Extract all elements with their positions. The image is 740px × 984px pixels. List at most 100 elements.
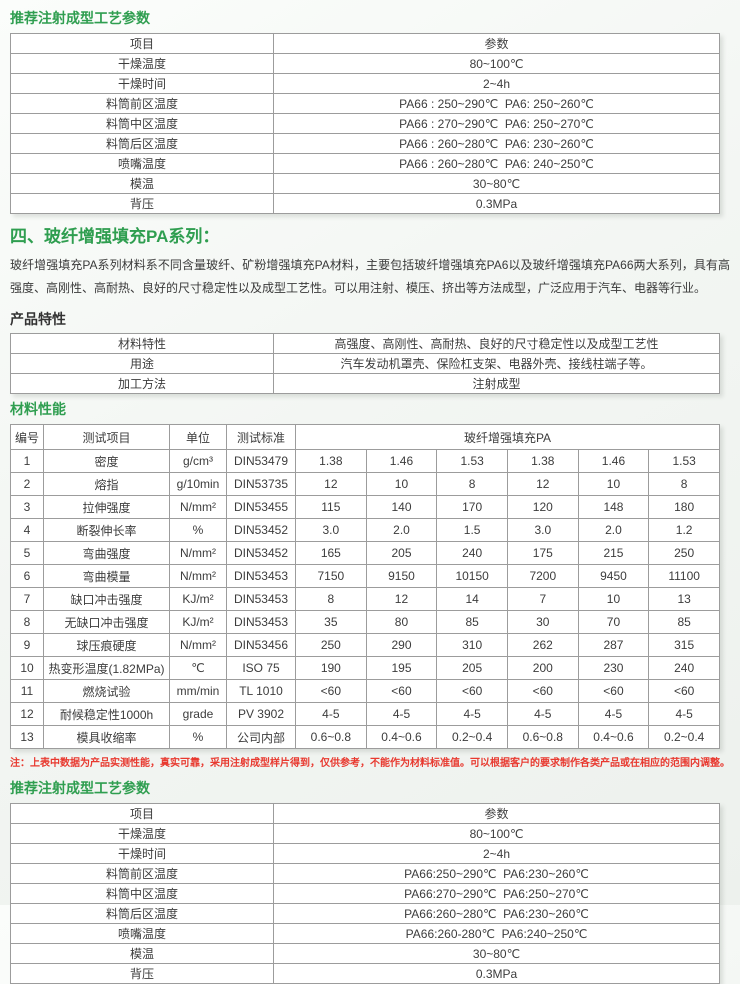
row-value-cell: 0.2~0.4 [648,725,720,749]
row-value-cell: 7150 [295,564,367,588]
row-value-cell: 缺口冲击强度 [43,587,170,611]
row-value-cell: 175 [506,541,579,565]
disclaimer-note: 注：上表中数据为产品实测性能，真实可靠，采用注射成型样片得到，仅供参考，不能作为… [10,758,730,769]
row-value-cell: TL 1010 [226,679,296,703]
row-value-cell: 215 [577,541,650,565]
row-value-cell: PA66:260~280℃ PA6:230~260℃ [273,903,720,924]
row-label-cell: 11 [10,679,44,703]
row-label-cell: 7 [10,587,44,611]
row-value-cell: 注射成型 [273,373,720,394]
row-value-cell: 250 [648,541,720,565]
column-header-test-item: 测试项目 [43,424,170,450]
row-value-cell: 模具收缩率 [43,725,170,749]
row-value-cell: 1.53 [436,449,508,473]
row-value-cell: 燃烧试验 [43,679,170,703]
row-value-cell: 9450 [577,564,650,588]
table-row: 干燥温度 80~100℃ [10,53,720,74]
table-row: 料筒前区温度 PA66:250~290℃ PA6:230~260℃ [10,863,720,884]
row-value-cell: 无缺口冲击强度 [43,610,170,634]
row-value-cell: PA66 : 270~290℃ PA6: 250~270℃ [273,113,720,134]
row-value-cell: 30~80℃ [273,943,720,964]
table-row: 9 球压痕硬度 N/mm² DIN53456 250 290 310 262 287 315 [10,633,720,657]
table-row: 用途 汽车发动机罩壳、保险杠支架、电器外壳、接线柱端子等。 [10,353,720,374]
row-value-cell: ℃ [169,656,227,680]
table-row: 4 断裂伸长率% DIN53452 3.0 2.0 1.5 3.0 2.0 1.2 [10,518,720,542]
row-value-cell: 0.4~0.6 [577,725,650,749]
row-label-cell: 1 [10,449,44,473]
row-value-cell: 2.0 [577,518,650,542]
row-value-cell: 70 [577,610,650,634]
row-label-cell: 6 [10,564,44,588]
table-row: 11 燃烧试验 mm/min TL 1010 <60 <60 <60 <60 <60 <60 [10,679,720,703]
row-label-cell: 13 [10,725,44,749]
column-header-unit: 单位 [169,424,227,450]
row-value-cell: grade [169,702,227,726]
row-value-cell: 4-5 [295,702,367,726]
table-row: 2 熔指 g/10min DIN53735 12 10 8 12 10 8 [10,472,720,496]
row-value-cell: 205 [436,656,508,680]
series-section-heading: 四、玻纤增强填充PA系列： [10,227,220,246]
row-label-cell: 干燥时间 [10,73,274,94]
row-value-cell: PV 3902 [226,702,296,726]
row-value-cell: 4-5 [436,702,508,726]
column-header-item: 项目 [10,803,274,824]
row-value-cell: 140 [365,495,438,519]
process-params-table-bottom: 项目 参数 干燥温度 80~100℃ 干燥时间 2~4h 料筒前区温度 PA66:250~… [10,803,720,984]
row-value-cell: 4-5 [365,702,438,726]
row-value-cell: <60 [295,679,367,703]
row-value-cell: 10 [577,472,650,496]
row-value-cell: 195 [365,656,438,680]
row-value-cell: 85 [436,610,508,634]
row-value-cell: 120 [506,495,579,519]
row-label-cell: 用途 [10,353,274,374]
table-row: 12 耐候稳定性1000h grade PV 3902 4-5 4-5 4-5 4-5 4-5 4… [10,702,720,726]
row-value-cell: 公司内部 [226,725,296,749]
row-value-cell: 85 [648,610,720,634]
row-value-cell: 3.0 [506,518,579,542]
row-value-cell: DIN53452 [226,518,296,542]
row-label-cell: 料筒中区温度 [10,113,274,134]
row-value-cell: 80~100℃ [273,53,720,74]
row-value-cell: 3.0 [295,518,367,542]
row-value-cell: 汽车发动机罩壳、保险杠支架、电器外壳、接线柱端子等。 [273,353,720,374]
row-value-cell: % [169,725,227,749]
row-label-cell: 干燥时间 [10,843,274,864]
table-row: 材料特性 高强度、高刚性、高耐热、良好的尺寸稳定性以及成型工艺性 [10,333,720,354]
table-header-row: 编号 测试项目 单位 测试标准 玻纤增强填充PA [10,424,720,450]
row-label-cell: 5 [10,541,44,565]
row-label-cell: 干燥温度 [10,53,274,74]
row-value-cell: 弯曲模量 [43,564,170,588]
row-label-cell: 9 [10,633,44,657]
row-value-cell: 4-5 [577,702,650,726]
row-value-cell: ISO 75 [226,656,296,680]
table-header-row: 项目 参数 [10,803,720,824]
row-value-cell: 7 [506,587,579,611]
row-value-cell: 170 [436,495,508,519]
row-value-cell: 4-5 [648,702,720,726]
row-value-cell: PA66:260-280℃ PA6:240~250℃ [273,923,720,944]
table-row: 10 热变形温度(1.82MPa) ℃ ISO 75 190 195 205 200 230 24… [10,656,720,680]
row-value-cell: 球压痕硬度 [43,633,170,657]
row-label-cell: 料筒后区温度 [10,133,274,154]
row-label-cell: 干燥温度 [10,823,274,844]
row-value-cell: PA66 : 250~290℃ PA6: 250~260℃ [273,93,720,114]
row-value-cell: 1.46 [365,449,438,473]
row-label-cell: 12 [10,702,44,726]
table-row: 6 弯曲模量 N/mm² DIN53453 7150 9150 10150 7200 9450 1… [10,564,720,588]
row-value-cell: 拉伸强度 [43,495,170,519]
table-row: 料筒后区温度 PA66:260~280℃ PA6:230~260℃ [10,903,720,924]
column-header-standard: 测试标准 [226,424,296,450]
row-value-cell: 4-5 [506,702,579,726]
table-row: 模温 30~80℃ [10,173,720,194]
process-params-table-top: 项目 参数 干燥温度 80~100℃ 干燥时间 2~4h 料筒前区温度 PA66 : 25… [10,33,720,214]
row-label-cell: 模温 [10,173,274,194]
row-value-cell: 240 [648,656,720,680]
row-value-cell: 热变形温度(1.82MPa) [43,656,170,680]
table-row: 1 密度 g/cm³ DIN53479 1.38 1.46 1.53 1.38 1.46 1.53 [10,449,720,473]
row-label-cell: 2 [10,472,44,496]
series-description: 玻纤增强填充PA系列材料系不同含量玻纤、矿粉增强填充PA材料，主要包括玻纤增强填… [10,258,730,295]
row-value-cell: 7200 [506,564,579,588]
table-row: 干燥时间 2~4h [10,73,720,94]
row-value-cell: N/mm² [169,633,227,657]
row-value-cell: 165 [295,541,367,565]
